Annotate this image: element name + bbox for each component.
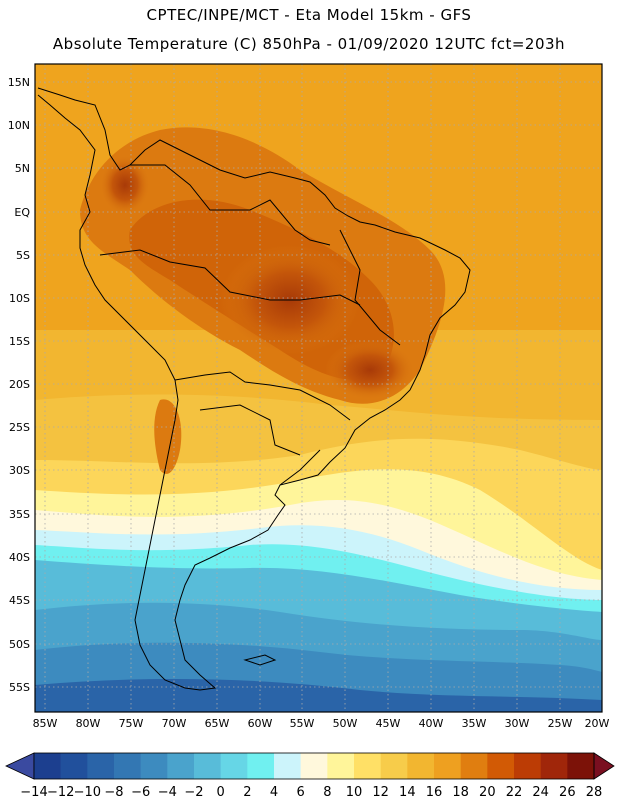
colorbar-swatch (540, 753, 568, 779)
colorbar-swatch (34, 753, 61, 779)
lat-label: 55S (9, 681, 30, 694)
lon-label: 70W (162, 717, 187, 730)
colorbar-label: −8 (104, 785, 123, 800)
colorbar-label: −4 (158, 785, 177, 800)
colorbar-label: 0 (217, 785, 225, 800)
lon-label: 80W (76, 717, 101, 730)
coastline (37, 87, 471, 691)
colorbar-swatch (407, 753, 435, 779)
lat-label: 15S (9, 335, 30, 348)
lon-label: 60W (248, 717, 273, 730)
colorbar-label: 2 (243, 785, 251, 800)
colorbar-swatch (327, 753, 355, 779)
colorbar-label: 20 (479, 785, 496, 800)
lat-label: 35S (9, 508, 30, 521)
lon-label: 65W (205, 717, 230, 730)
colorbar-min-arrow (5, 752, 35, 780)
colorbar-swatch (567, 753, 595, 779)
colorbar: −14 −12 −10 −8 −6 −4 −2 0 2 4 6 8 10 12 14 16 18 20 22 24 26… (5, 752, 615, 800)
colorbar-swatch (60, 753, 88, 779)
colorbar-label: 28 (586, 785, 603, 800)
colorbar-label: 26 (559, 785, 576, 800)
lat-label: 45S (9, 594, 30, 607)
colorbar-label: 10 (346, 785, 363, 800)
longitude-labels: 85W 80W 75W 70W 65W 60W 55W 50W 45W 40W … (33, 717, 610, 730)
lat-label: 40S (9, 551, 30, 564)
colorbar-label: 6 (297, 785, 305, 800)
lon-label: 50W (333, 717, 358, 730)
plot-frame (34, 63, 603, 713)
colorbar-label: 16 (426, 785, 443, 800)
lon-label: 85W (33, 717, 58, 730)
colorbar-swatch (274, 753, 301, 779)
colorbar-swatch (487, 753, 515, 779)
colorbar-label: 14 (399, 785, 416, 800)
lat-label: 10S (9, 292, 30, 305)
colorbar-swatch (380, 753, 408, 779)
colorbar-swatch (434, 753, 461, 779)
colorbar-label: 18 (452, 785, 469, 800)
lon-label: 30W (505, 717, 530, 730)
lat-label: EQ (14, 206, 30, 219)
latitude-labels: 15N 10N 5N EQ 5S 10S 15S 20S 25S 30S 35S… (8, 76, 31, 694)
lon-label: 40W (419, 717, 444, 730)
colorbar-swatch (87, 753, 115, 779)
colorbar-frame (33, 752, 595, 780)
colorbar-label: 24 (532, 785, 549, 800)
colorbar-swatch (167, 753, 195, 779)
colorbar-label: 8 (323, 785, 331, 800)
lon-label: 55W (290, 717, 315, 730)
lat-label: 5N (15, 162, 30, 175)
colorbar-label: 4 (270, 785, 278, 800)
lon-label: 45W (376, 717, 401, 730)
temperature-field (35, 64, 602, 712)
lon-label: 75W (119, 717, 144, 730)
lat-label: 5S (16, 249, 30, 262)
map-title-line1: CPTEC/INPE/MCT - Eta Model 15km - GFS (146, 6, 472, 24)
colorbar-swatch (300, 753, 328, 779)
colorbar-swatch (460, 753, 488, 779)
colorbar-label: −10 (74, 785, 101, 800)
colorbar-swatch (247, 753, 275, 779)
colorbar-label: 12 (372, 785, 389, 800)
colorbar-label: −2 (184, 785, 203, 800)
colorbar-max-arrow (593, 752, 615, 780)
lat-label: 15N (8, 76, 30, 89)
colorbar-label: −12 (47, 785, 74, 800)
lat-label: 10N (8, 119, 30, 132)
colorbar-swatch (354, 753, 381, 779)
colorbar-label: −6 (131, 785, 150, 800)
colorbar-swatch (194, 753, 221, 779)
colorbar-swatch (140, 753, 168, 779)
graticule (35, 64, 602, 712)
lat-label: 20S (9, 378, 30, 391)
colorbar-label: 22 (506, 785, 523, 800)
lon-label: 20W (585, 717, 610, 730)
colorbar-swatch (514, 753, 541, 779)
map-title-line2: Absolute Temperature (C) 850hPa - 01/09/… (52, 35, 566, 53)
lat-label: 50S (9, 638, 30, 651)
lat-label: 25S (9, 421, 30, 434)
lon-label: 35W (462, 717, 487, 730)
colorbar-swatch (114, 753, 141, 779)
lat-label: 30S (9, 464, 30, 477)
colorbar-label: −14 (20, 785, 47, 800)
lon-label: 25W (548, 717, 573, 730)
colorbar-swatch (220, 753, 248, 779)
